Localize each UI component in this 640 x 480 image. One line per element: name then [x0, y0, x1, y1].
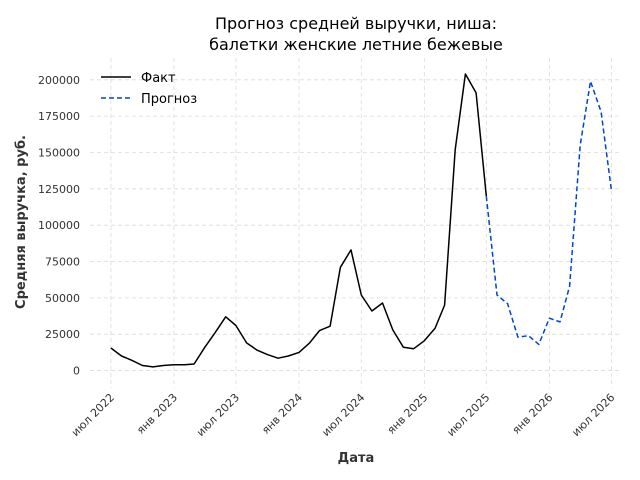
series-line-forecast — [485, 80, 613, 346]
x-tick-label: июл 2026 — [569, 391, 617, 439]
y-axis-label: Средняя выручка, руб. — [14, 135, 29, 309]
y-tick-label: 50000 — [45, 292, 80, 305]
x-tick-label: июл 2022 — [69, 391, 117, 439]
x-tick-label: янв 2023 — [134, 391, 180, 437]
chart-title-line: Прогноз средней выручки, ниша: — [215, 14, 497, 33]
x-tick-label: янв 2025 — [385, 391, 431, 437]
x-axis-ticks: июл 2022 янв 2023 июл 2023 янв 2024 июл 2024… — [69, 391, 618, 439]
x-axis-label: Дата — [338, 451, 375, 466]
y-tick-label: 100000 — [38, 219, 80, 232]
y-axis-ticks: 0 25000 50000 75000 100000 125000 150000 175000… — [38, 74, 80, 378]
legend-label-fact: Факт — [141, 71, 176, 86]
legend: Факт Прогноз — [101, 71, 197, 107]
chart-title-line: балетки женские летние бежевые — [209, 35, 503, 54]
y-tick-label: 175000 — [38, 110, 80, 123]
x-tick-label: июл 2025 — [444, 391, 492, 439]
chart-title: Прогноз средней выручки, ниша: балетки же… — [209, 14, 503, 54]
y-tick-label: 25000 — [45, 328, 80, 341]
y-tick-label: 125000 — [38, 183, 80, 196]
y-tick-label: 200000 — [38, 74, 80, 87]
grid-layer — [90, 58, 622, 388]
series-line-fact — [110, 73, 488, 368]
y-tick-label: 0 — [73, 365, 80, 378]
y-tick-label: 150000 — [38, 146, 80, 159]
series-layer — [110, 73, 613, 368]
legend-label-forecast: Прогноз — [141, 92, 197, 107]
x-tick-label: янв 2024 — [259, 391, 305, 437]
x-tick-label: июл 2023 — [194, 391, 242, 439]
x-tick-label: янв 2026 — [510, 391, 556, 437]
x-tick-label: июл 2024 — [319, 391, 367, 439]
y-tick-label: 75000 — [45, 256, 80, 269]
